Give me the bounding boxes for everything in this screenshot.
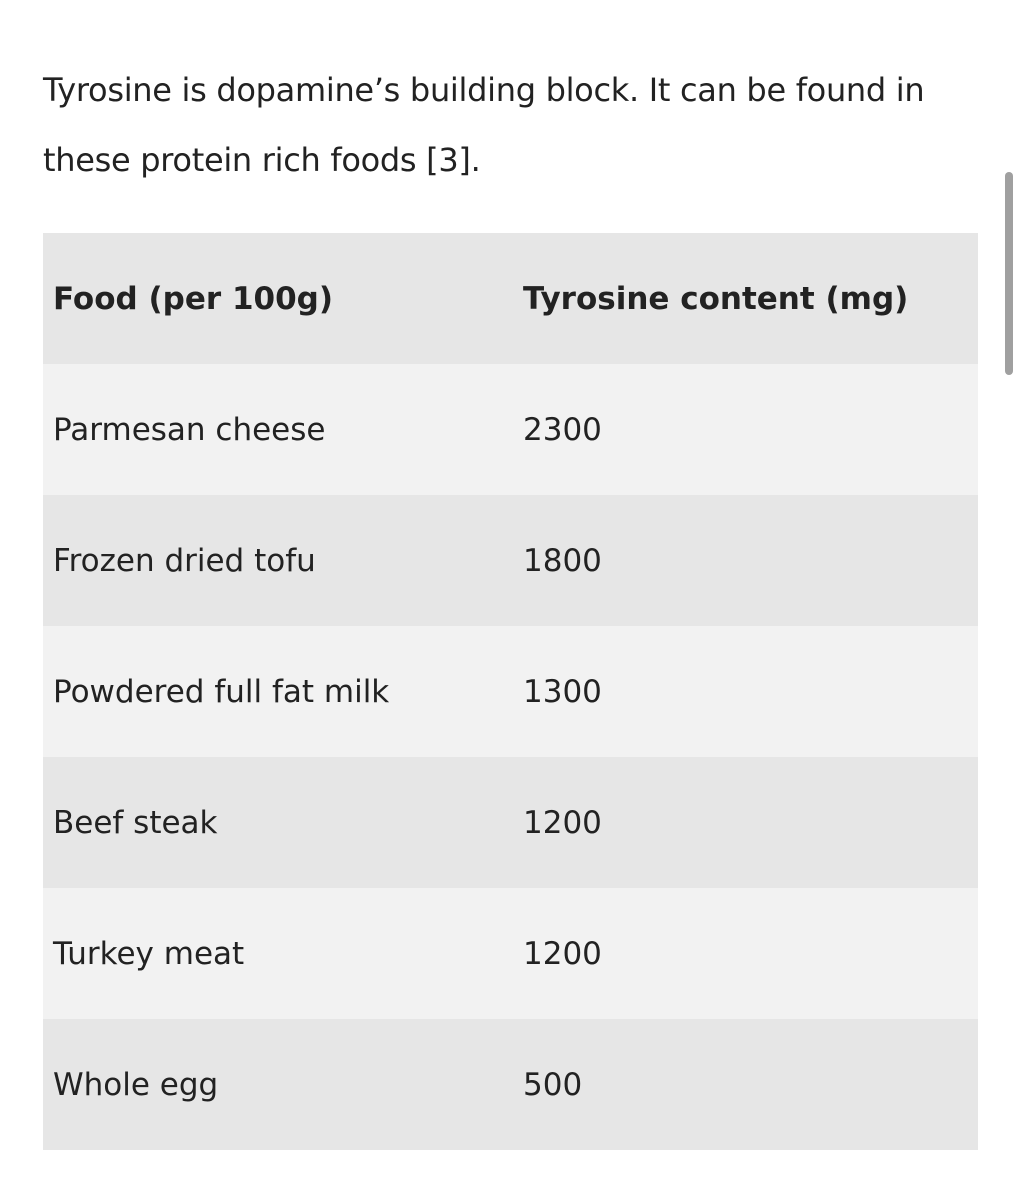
food-cell: Turkey meat — [53, 935, 245, 972]
tyrosine-cell: 1800 — [523, 542, 602, 579]
scrollbar — [1005, 172, 1013, 375]
table-row: Parmesan cheese 2300 — [43, 364, 978, 495]
header-cell: Tyrosine content (mg) — [523, 280, 909, 317]
food-cell: Parmesan cheese — [53, 411, 326, 448]
food-cell: Powdered full fat milk — [53, 673, 390, 710]
tyrosine-cell: 1300 — [523, 673, 602, 710]
tyrosine-cell: 500 — [523, 1066, 583, 1103]
table-row: Frozen dried tofu 1800 — [43, 495, 978, 626]
tyrosine-table: Food (per 100g) Tyrosine content (mg) Parm… — [43, 233, 978, 1150]
table-row: Turkey meat 1200 — [43, 888, 978, 1019]
table-row: Beef steak 1200 — [43, 757, 978, 888]
table-row: Whole egg 500 — [43, 1019, 978, 1150]
table-row: Powdered full fat milk 1300 — [43, 626, 978, 757]
tyrosine-cell: 2300 — [523, 411, 602, 448]
header-row: Food (per 100g) Tyrosine content (mg) — [43, 233, 978, 364]
food-cell: Beef steak — [53, 804, 218, 841]
tyrosine-cell: 1200 — [523, 935, 602, 972]
food-cell: Whole egg — [53, 1066, 219, 1103]
food-cell: Frozen dried tofu — [53, 542, 316, 579]
intro-paragraph: Tyrosine is dopamine’s building block. I… — [43, 71, 925, 179]
table-body: Food (per 100g) Tyrosine content (mg) Parm… — [43, 233, 978, 1150]
tyrosine-cell: 1200 — [523, 804, 602, 841]
header-cell: Food (per 100g) — [53, 280, 334, 317]
